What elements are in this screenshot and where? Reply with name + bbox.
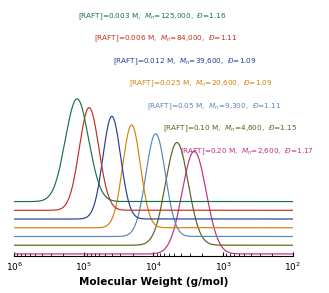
Text: [RAFT]=0.025 M,  $\mathit{M}_{\mathit{n}}$=20,600,  $\mathit{Đ}$=1.09: [RAFT]=0.025 M, $\mathit{M}_{\mathit{n}}… bbox=[129, 79, 273, 89]
Text: [RAFT]=0.05 M,  $\mathit{M}_{\mathit{n}}$=9,300,  $\mathit{Đ}$=1.11: [RAFT]=0.05 M, $\mathit{M}_{\mathit{n}}$… bbox=[146, 101, 281, 112]
X-axis label: Molecular Weight (g/mol): Molecular Weight (g/mol) bbox=[79, 277, 228, 287]
Text: [RAFT]=0.10 M,  $\mathit{M}_{\mathit{n}}$=4,600,  $\mathit{Đ}$=1.15: [RAFT]=0.10 M, $\mathit{M}_{\mathit{n}}$… bbox=[163, 124, 297, 134]
Text: [RAFT]=0.006 M,  $\mathit{M}_{\mathit{n}}$=84,000,  $\mathit{Đ}$=1.11: [RAFT]=0.006 M, $\mathit{M}_{\mathit{n}}… bbox=[94, 34, 238, 45]
Text: [RAFT]=0.012 M,  $\mathit{M}_{\mathit{n}}$=39,600,  $\mathit{Đ}$=1.09: [RAFT]=0.012 M, $\mathit{M}_{\mathit{n}}… bbox=[113, 56, 257, 67]
Text: [RAFT]=0.003 M,  $\mathit{M}_{\mathit{n}}$=125,000,  $\mathit{Đ}$=1.16: [RAFT]=0.003 M, $\mathit{M}_{\mathit{n}}… bbox=[78, 11, 227, 22]
Text: [RAFT]=0.20 M,  $\mathit{M}_{\mathit{n}}$=2,600,  $\mathit{Đ}$=1.17: [RAFT]=0.20 M, $\mathit{M}_{\mathit{n}}$… bbox=[180, 146, 314, 157]
